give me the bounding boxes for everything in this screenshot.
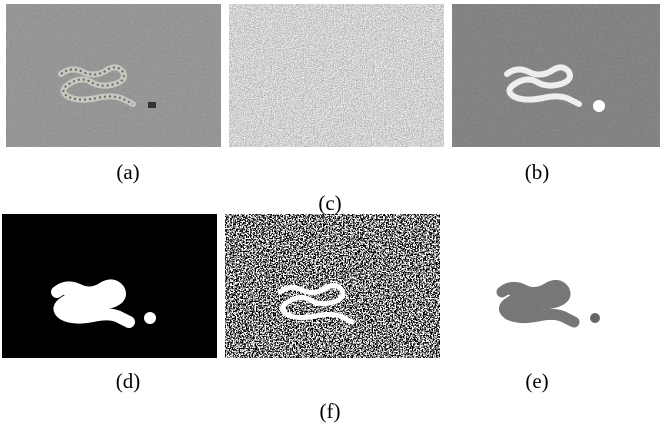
panel-label: (f) <box>320 399 341 423</box>
panel-image <box>452 4 660 147</box>
panel-image <box>447 214 661 358</box>
panel-image <box>229 4 444 147</box>
panel-label: (a) <box>116 160 139 184</box>
panel-label: (e) <box>525 369 548 393</box>
figure: (a) (c) (b) (d) (f) (e) <box>0 0 661 433</box>
panel-label: (c) <box>318 191 341 215</box>
panel-image <box>225 214 440 358</box>
panel-label: (d) <box>116 369 141 393</box>
panel-image <box>2 214 217 358</box>
panel-image <box>6 4 221 147</box>
panel-label: (b) <box>525 160 550 184</box>
